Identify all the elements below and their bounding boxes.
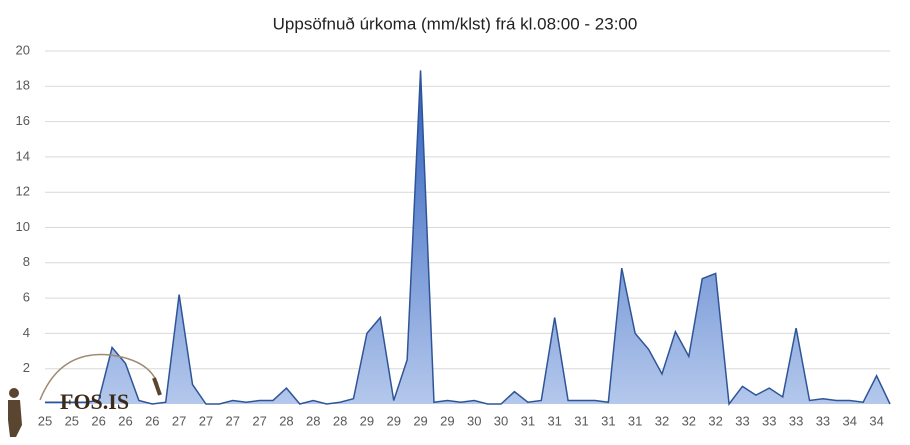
y-tick-label: 6 <box>23 290 30 305</box>
x-tick-label: 31 <box>521 413 535 428</box>
x-tick-label: 31 <box>547 413 561 428</box>
x-tick-label: 31 <box>628 413 642 428</box>
x-tick-label: 31 <box>601 413 615 428</box>
x-tick-label: 28 <box>333 413 347 428</box>
x-tick-label: 28 <box>279 413 293 428</box>
y-tick-label: 4 <box>23 325 30 340</box>
x-tick-label: 26 <box>91 413 105 428</box>
y-tick-label: 8 <box>23 254 30 269</box>
x-tick-label: 29 <box>360 413 374 428</box>
y-tick-label: 12 <box>16 184 30 199</box>
x-tick-label: 25 <box>65 413 79 428</box>
chart-title: Uppsöfnuð úrkoma (mm/klst) frá kl.08:00 … <box>273 14 638 33</box>
x-tick-label: 29 <box>386 413 400 428</box>
x-tick-label: 26 <box>118 413 132 428</box>
x-tick-label: 32 <box>655 413 669 428</box>
x-tick-label: 32 <box>708 413 722 428</box>
x-tick-label: 28 <box>306 413 320 428</box>
x-tick-label: 33 <box>735 413 749 428</box>
x-tick-label: 29 <box>440 413 454 428</box>
x-tick-label: 34 <box>843 413 857 428</box>
x-tick-label: 34 <box>869 413 883 428</box>
x-tick-label: 33 <box>816 413 830 428</box>
x-tick-label: 33 <box>762 413 776 428</box>
logo <box>8 353 162 437</box>
x-tick-label: 32 <box>682 413 696 428</box>
x-tick-label: 29 <box>413 413 427 428</box>
x-tick-label: 30 <box>467 413 481 428</box>
y-tick-label: 18 <box>16 78 30 93</box>
x-tick-label: 27 <box>252 413 266 428</box>
x-tick-label: 27 <box>226 413 240 428</box>
x-tick-label: 26 <box>145 413 159 428</box>
y-tick-label: 2 <box>23 360 30 375</box>
x-tick-label: 27 <box>172 413 186 428</box>
y-tick-label: 20 <box>16 42 30 57</box>
y-tick-label: 16 <box>16 113 30 128</box>
x-tick-label: 25 <box>38 413 52 428</box>
x-tick-label: 31 <box>574 413 588 428</box>
watermark: FOS.IS <box>60 389 129 414</box>
x-tick-label: 30 <box>494 413 508 428</box>
y-tick-label: 10 <box>16 219 30 234</box>
x-tick-label: 27 <box>199 413 213 428</box>
x-tick-label: 33 <box>789 413 803 428</box>
y-tick-label: 14 <box>16 148 30 163</box>
area-line <box>45 70 891 406</box>
